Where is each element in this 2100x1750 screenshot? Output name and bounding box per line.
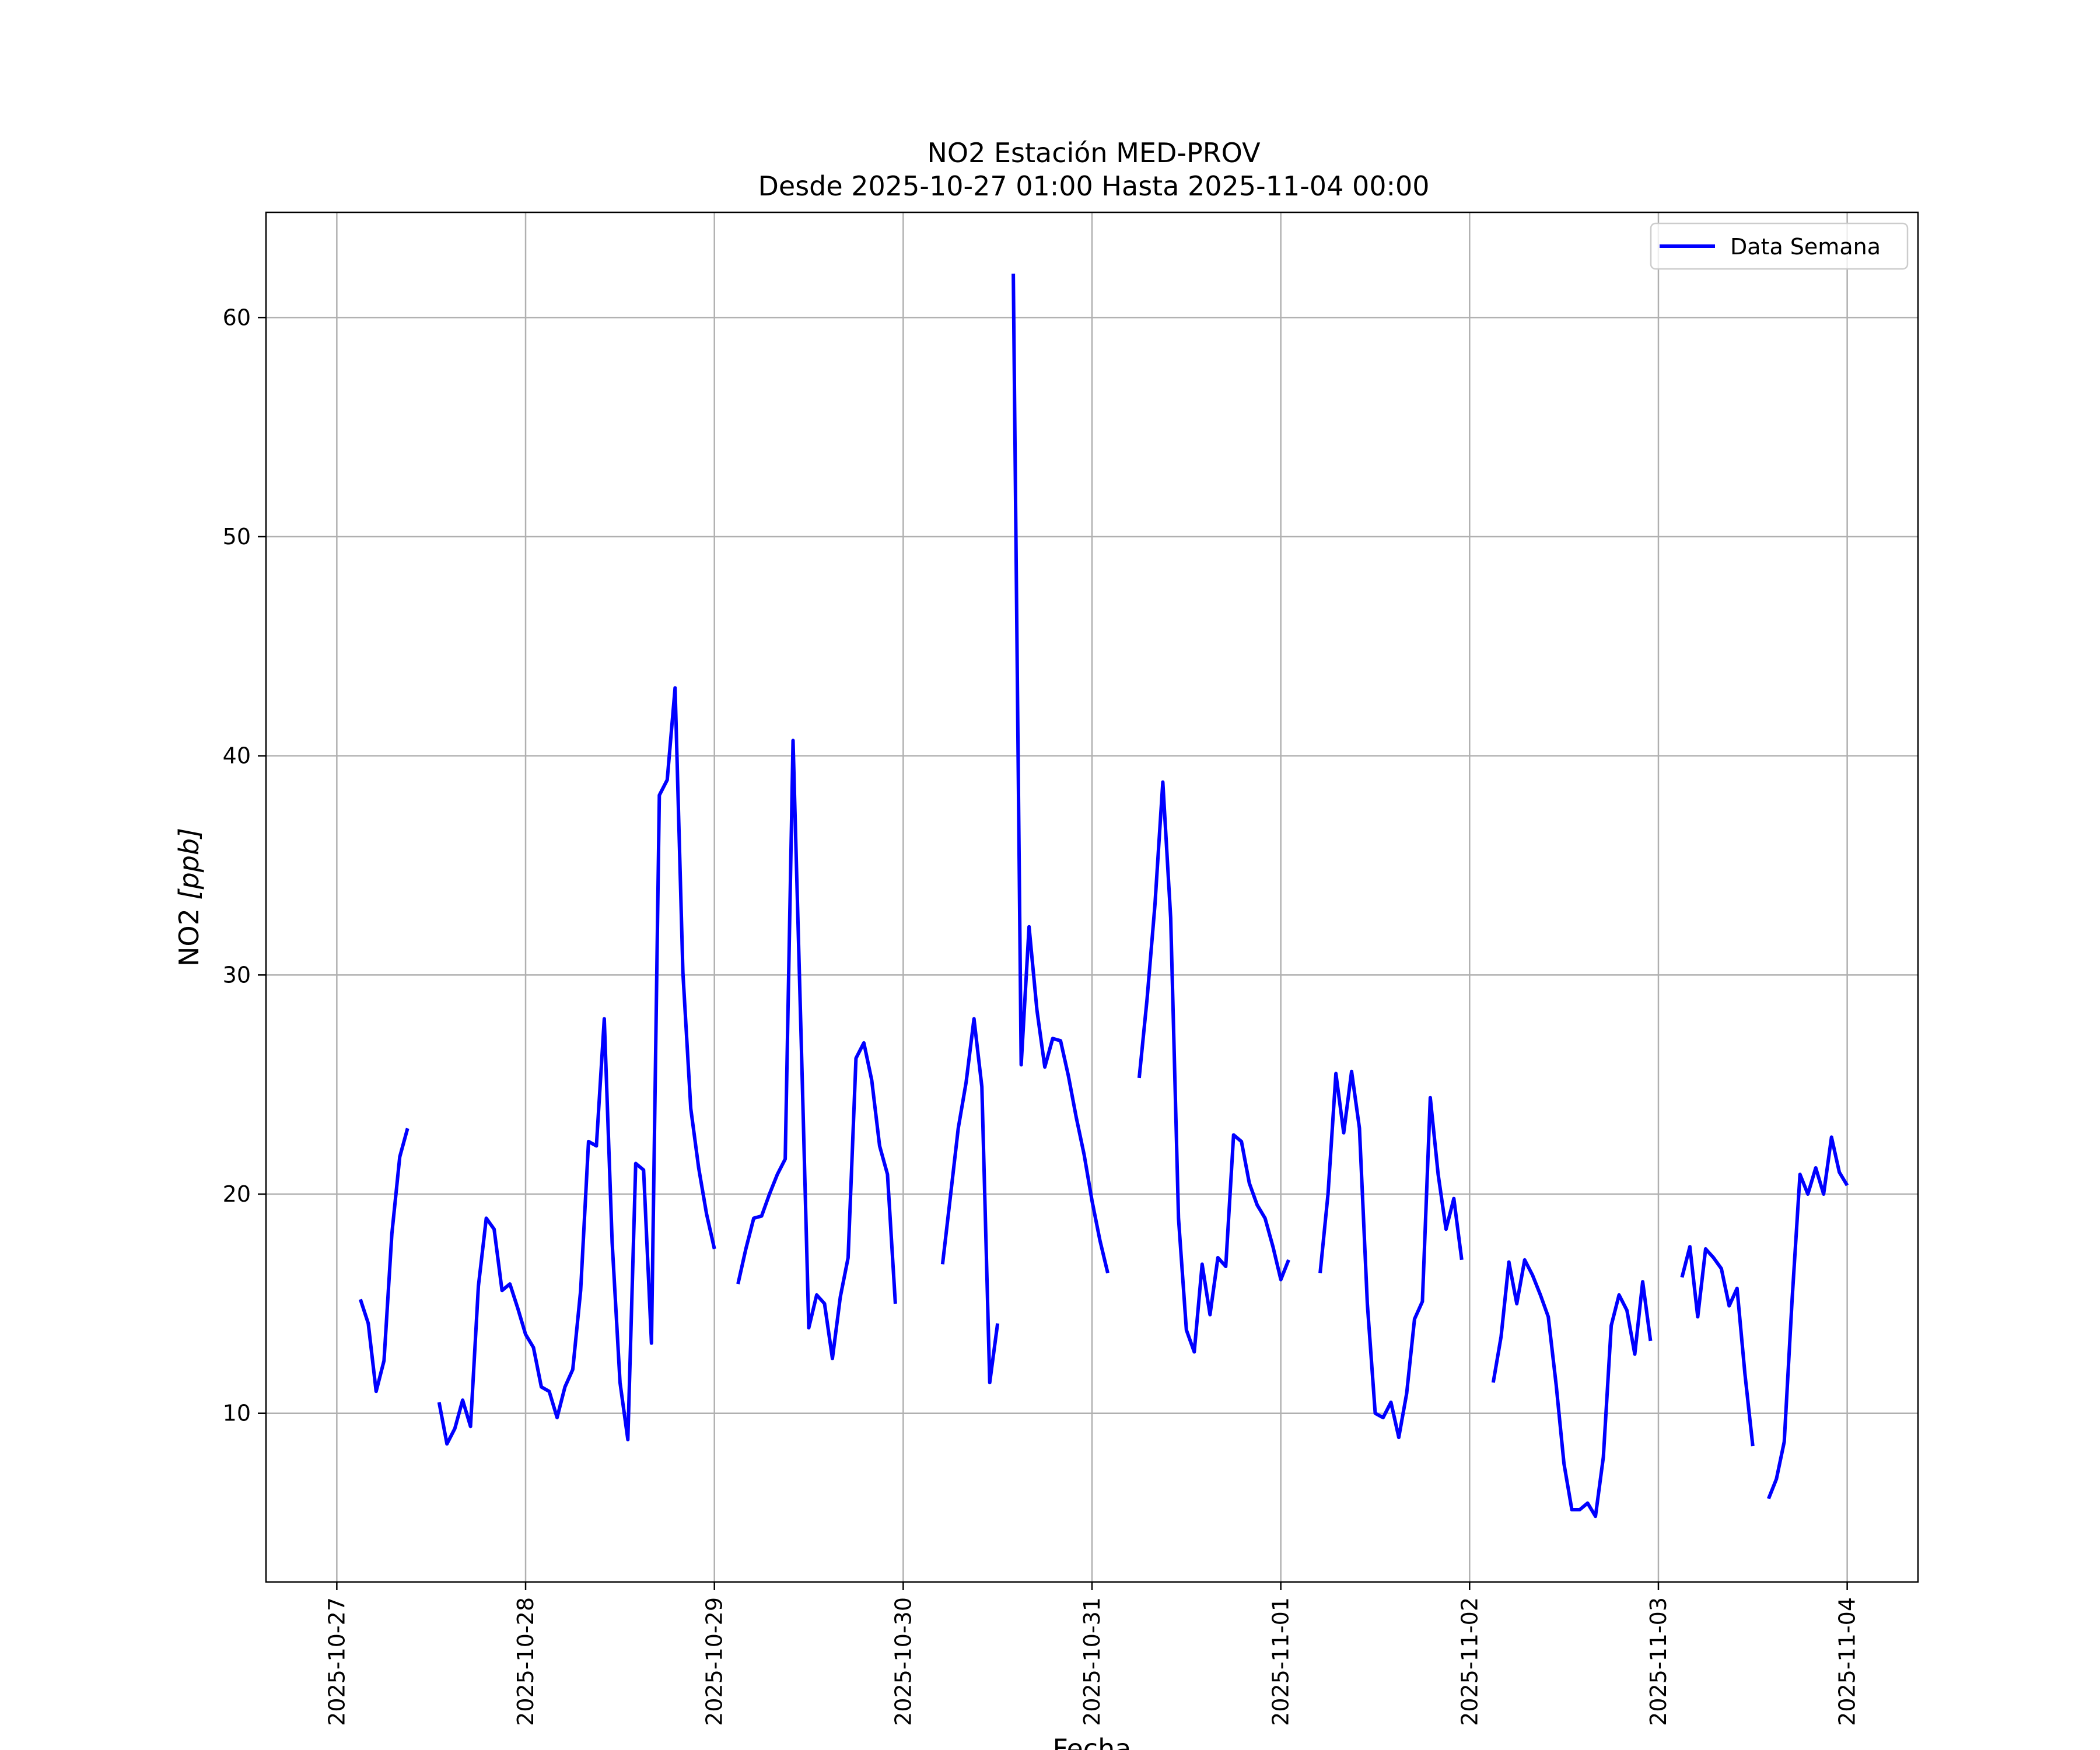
ticks: 2025-10-27 2025-10-28 2025-10-29 2025-10-30… xyxy=(223,304,1860,1726)
x-tick-label: 2025-10-27 xyxy=(324,1597,349,1726)
series-line-segment xyxy=(1137,780,1290,1354)
x-tick-label: 2025-11-03 xyxy=(1646,1597,1671,1726)
legend-label: Data Semana xyxy=(1730,234,1881,260)
y-tick-label: 40 xyxy=(223,743,251,769)
series-line-segment xyxy=(437,686,716,1446)
x-tick-label: 2025-11-02 xyxy=(1457,1597,1482,1726)
series-line-segment xyxy=(940,1017,1000,1385)
x-axis-label: Fecha xyxy=(1053,1733,1132,1750)
x-tick-label: 2025-10-30 xyxy=(890,1597,916,1726)
series-line-segment xyxy=(1318,1069,1464,1440)
series-layer xyxy=(358,274,1849,1518)
y-tick-label: 20 xyxy=(223,1181,251,1207)
y-axis-label-prefix: NO2 xyxy=(173,900,205,967)
series-line-segment xyxy=(1767,1135,1849,1500)
y-axis-label-unit: [ppb] xyxy=(173,828,205,900)
series-line-segment xyxy=(358,1128,410,1394)
y-axis-label: NO2 [ppb] xyxy=(173,828,205,967)
y-tick-label: 30 xyxy=(223,962,251,988)
x-tick-label: 2025-10-28 xyxy=(513,1597,538,1726)
series-line-segment xyxy=(1680,1245,1755,1447)
grid xyxy=(266,212,1918,1582)
series-line-segment xyxy=(736,738,897,1360)
x-tick-label: 2025-10-31 xyxy=(1079,1597,1105,1726)
y-tick-label: 60 xyxy=(223,304,251,330)
x-tick-label: 2025-11-01 xyxy=(1268,1597,1294,1726)
chart-subtitle: Desde 2025-10-27 01:00 Hasta 2025-11-04 … xyxy=(758,170,1429,202)
legend-box xyxy=(1650,222,1909,270)
x-tick-label: 2025-10-29 xyxy=(702,1597,727,1726)
x-tick-label: 2025-11-04 xyxy=(1835,1597,1860,1726)
y-tick-label: 10 xyxy=(223,1401,251,1426)
series-line-segment xyxy=(1491,1258,1653,1518)
series-line-segment xyxy=(1012,274,1110,1273)
chart-title: NO2 Estación MED-PROV xyxy=(927,137,1261,169)
legend: Data Semana xyxy=(1650,222,1909,270)
y-tick-label: 50 xyxy=(223,524,251,550)
